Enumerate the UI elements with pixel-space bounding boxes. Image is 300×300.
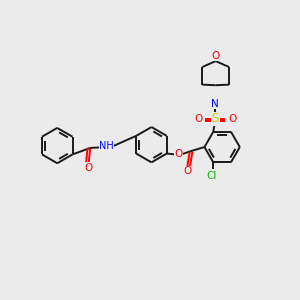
Text: O: O <box>183 167 191 176</box>
Text: NH: NH <box>99 142 114 152</box>
Text: N: N <box>212 99 219 109</box>
Text: O: O <box>194 114 202 124</box>
Text: S: S <box>212 112 219 125</box>
Text: O: O <box>228 114 237 124</box>
Text: Cl: Cl <box>207 171 217 181</box>
Text: O: O <box>85 163 93 173</box>
Text: O: O <box>174 149 183 159</box>
Text: N: N <box>212 99 219 109</box>
Text: O: O <box>212 51 220 61</box>
